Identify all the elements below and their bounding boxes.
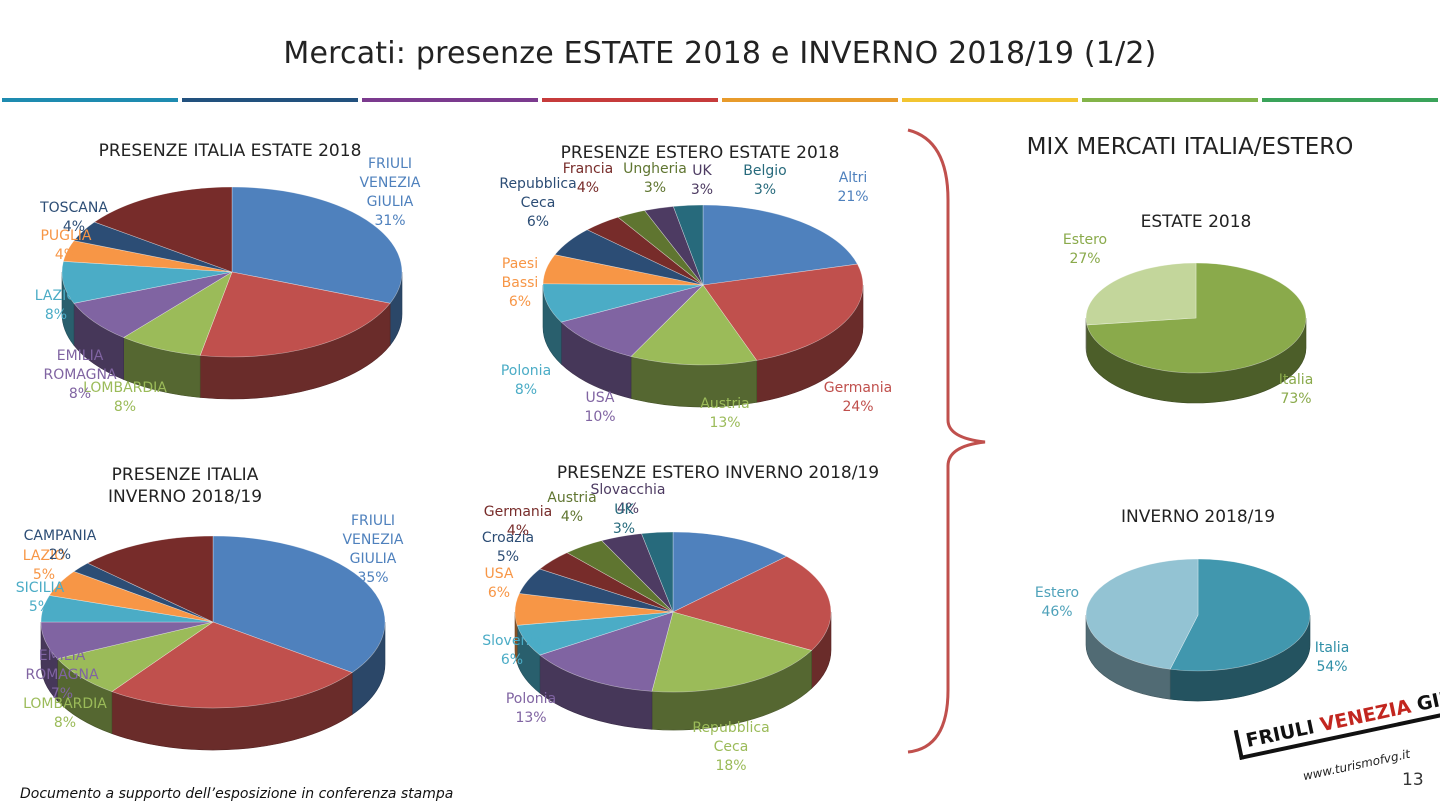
pie-slice (560, 284, 705, 357)
slice-label: UK 3% (613, 502, 635, 537)
pie-slice (199, 271, 391, 358)
slice-label: Austria 4% (547, 490, 596, 525)
pie-slice (1086, 262, 1307, 374)
slice-label: Paesi Bassi 6% (502, 256, 539, 310)
band-segment (542, 98, 718, 102)
chart-title: PRESENZE ITALIA INVERNO 2018/19 (108, 465, 262, 507)
pie-slice (651, 611, 813, 693)
page-number: 13 (1402, 770, 1424, 790)
pie-slice (539, 611, 674, 692)
slice-label: USA 6% (485, 566, 514, 601)
pie-estero_inverno: PRESENZE ESTERO INVERNO 2018/19 Repubblic… (482, 463, 879, 774)
pie-slice (1085, 558, 1199, 670)
logo-url: www.turismofvg.it (1301, 746, 1412, 784)
slice-label: LAZIO 5% (23, 548, 65, 583)
pie-slice (1085, 262, 1197, 326)
slice-label: FRIULI VENEZIA GIULIA 31% (359, 156, 420, 229)
pie-slice (641, 531, 674, 613)
band-segment (902, 98, 1078, 102)
slice-label: Belgio 3% (743, 163, 786, 198)
slice-label: Austria 13% (700, 396, 749, 431)
slice-label: Italia 54% (1315, 640, 1350, 675)
footnote: Documento a supporto dell’esposizione in… (20, 786, 454, 802)
slice-label: EMILIA ROMAGNA 7% (25, 648, 98, 702)
chart-title: ESTATE 2018 (1141, 212, 1252, 232)
band-segment (722, 98, 898, 102)
brand-logo: FRIULI VENEZIA GIULIA www.turismofvg.it (1232, 676, 1440, 792)
slice-label: Polonia 13% (506, 691, 556, 726)
chart-title: PRESENZE ITALIA ESTATE 2018 (99, 141, 362, 161)
slice-label: UK 3% (691, 163, 713, 198)
slice-label: Germania 24% (824, 380, 893, 415)
pie-mix_inverno: INVERNO 2018/19 Italia 54% Estero 46% (1035, 507, 1350, 702)
chart-title: PRESENZE ESTERO INVERNO 2018/19 (557, 463, 879, 483)
pie-slice (630, 284, 758, 366)
pie-slice (111, 621, 353, 709)
pie-slice (86, 535, 214, 623)
pie-slice (1169, 558, 1311, 672)
slice-label: Repubblica Ceca 6% (499, 176, 576, 230)
pie-estero_estate: PRESENZE ESTERO ESTATE 2018 Altri 21% Germa… (499, 143, 892, 431)
slice-label: Slovenia 6% (482, 633, 542, 668)
slice-label: Germania 4% (484, 504, 553, 539)
slice-label: Altri 21% (837, 170, 868, 205)
slice-label: Repubblica Ceca 18% (692, 720, 769, 774)
slice-label: PUGLIA 4% (40, 228, 91, 263)
page-title: Mercati: presenze ESTATE 2018 e INVERNO … (283, 36, 1157, 71)
slice-label: LAZIO 8% (35, 288, 77, 323)
slice-label: Polonia 8% (501, 363, 551, 398)
pie-slice (672, 556, 832, 651)
pie-slice (93, 186, 233, 273)
slice-label: Francia 4% (563, 161, 613, 196)
separator-brace (907, 128, 986, 754)
pie-italia_inverno: PRESENZE ITALIA INVERNO 2018/19 FRIULI VENE… (16, 465, 404, 751)
mix-section-title: MIX MERCATI ITALIA/ESTERO (1027, 134, 1354, 160)
pie-slice (702, 263, 864, 361)
slice-label: EMILIA ROMAGNA 8% (43, 348, 116, 402)
pie-slice (231, 186, 403, 304)
pie-slice (672, 531, 788, 613)
pie-slice (672, 204, 704, 286)
band-segment (362, 98, 538, 102)
band-segment (2, 98, 178, 102)
pie-slice (212, 535, 386, 673)
pie-mix_estate: ESTATE 2018 Italia 73% Estero 27% (1063, 212, 1313, 407)
slice-label: Estero 27% (1063, 232, 1107, 267)
slice-label: LOMBARDIA 8% (23, 696, 107, 731)
slice-label: FRIULI VENEZIA GIULIA 35% (342, 513, 403, 586)
band-segment (1262, 98, 1438, 102)
band-segment (182, 98, 358, 102)
slice-label: Estero 46% (1035, 585, 1079, 620)
pie-slice (702, 204, 858, 286)
color-band (0, 98, 1440, 102)
chart-title: PRESENZE ESTERO ESTATE 2018 (561, 143, 840, 163)
slice-label: Italia 73% (1279, 372, 1314, 407)
chart-title: INVERNO 2018/19 (1121, 507, 1275, 527)
slice-label: Croazia 5% (482, 530, 534, 565)
slice-label: Ungheria 3% (623, 161, 687, 196)
slice-label: USA 10% (584, 390, 615, 425)
slice-label: CAMPANIA 2% (24, 528, 97, 563)
slice-label: Slovacchia 4% (591, 482, 666, 517)
slice-label: SICILIA 5% (16, 580, 65, 615)
band-segment (1082, 98, 1258, 102)
slice-label: TOSCANA 4% (39, 200, 108, 235)
slice-label: LOMBARDIA 8% (83, 380, 167, 415)
